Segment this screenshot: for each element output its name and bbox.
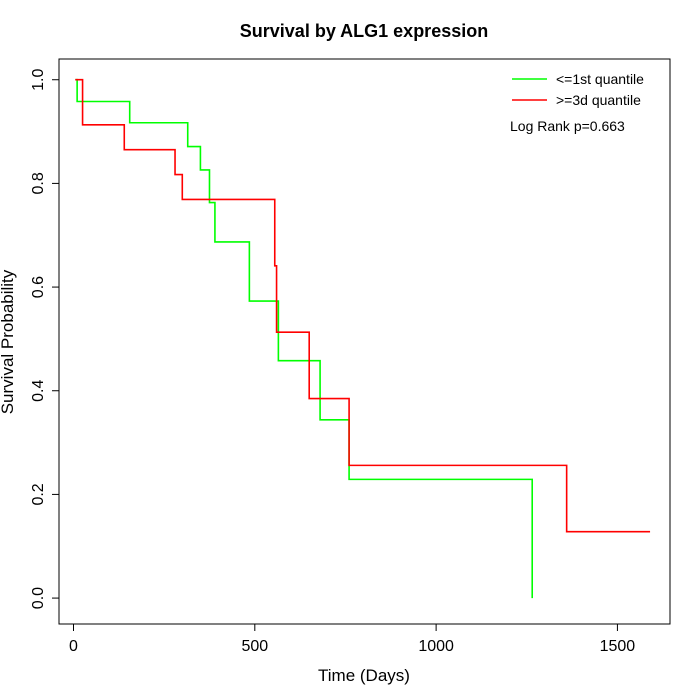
- y-tick-label: 0.6: [30, 276, 47, 298]
- y-tick-label: 1.0: [30, 69, 47, 91]
- x-tick-label: 0: [69, 638, 78, 655]
- legend-label: <=1st quantile: [556, 71, 644, 87]
- y-tick-label: 0.4: [30, 380, 47, 402]
- legend: <=1st quantile >=3d quantile: [512, 71, 644, 108]
- chart-title: Survival by ALG1 expression: [240, 21, 488, 41]
- y-tick-label: 0.8: [30, 172, 47, 194]
- legend-label: >=3d quantile: [556, 92, 641, 108]
- x-tick-label: 1000: [418, 638, 454, 655]
- x-tick-label: 1500: [600, 638, 636, 655]
- x-tick-label: 500: [241, 638, 268, 655]
- y-tick-label: 0.0: [30, 587, 47, 609]
- y-tick-label: 0.2: [30, 483, 47, 505]
- series-line-0: [75, 78, 534, 599]
- plot-frame: [58, 58, 671, 625]
- y-axis-label: Survival Probability: [0, 269, 17, 414]
- log-rank-annotation: Log Rank p=0.663: [510, 118, 625, 134]
- series-line-1: [75, 78, 651, 533]
- y-axis: 0.0 0.2 0.4 0.6 0.8 1.0: [30, 69, 60, 609]
- series-layer: [75, 78, 651, 599]
- x-axis: 0 500 1000 1500: [69, 623, 636, 655]
- x-axis-label: Time (Days): [318, 666, 410, 685]
